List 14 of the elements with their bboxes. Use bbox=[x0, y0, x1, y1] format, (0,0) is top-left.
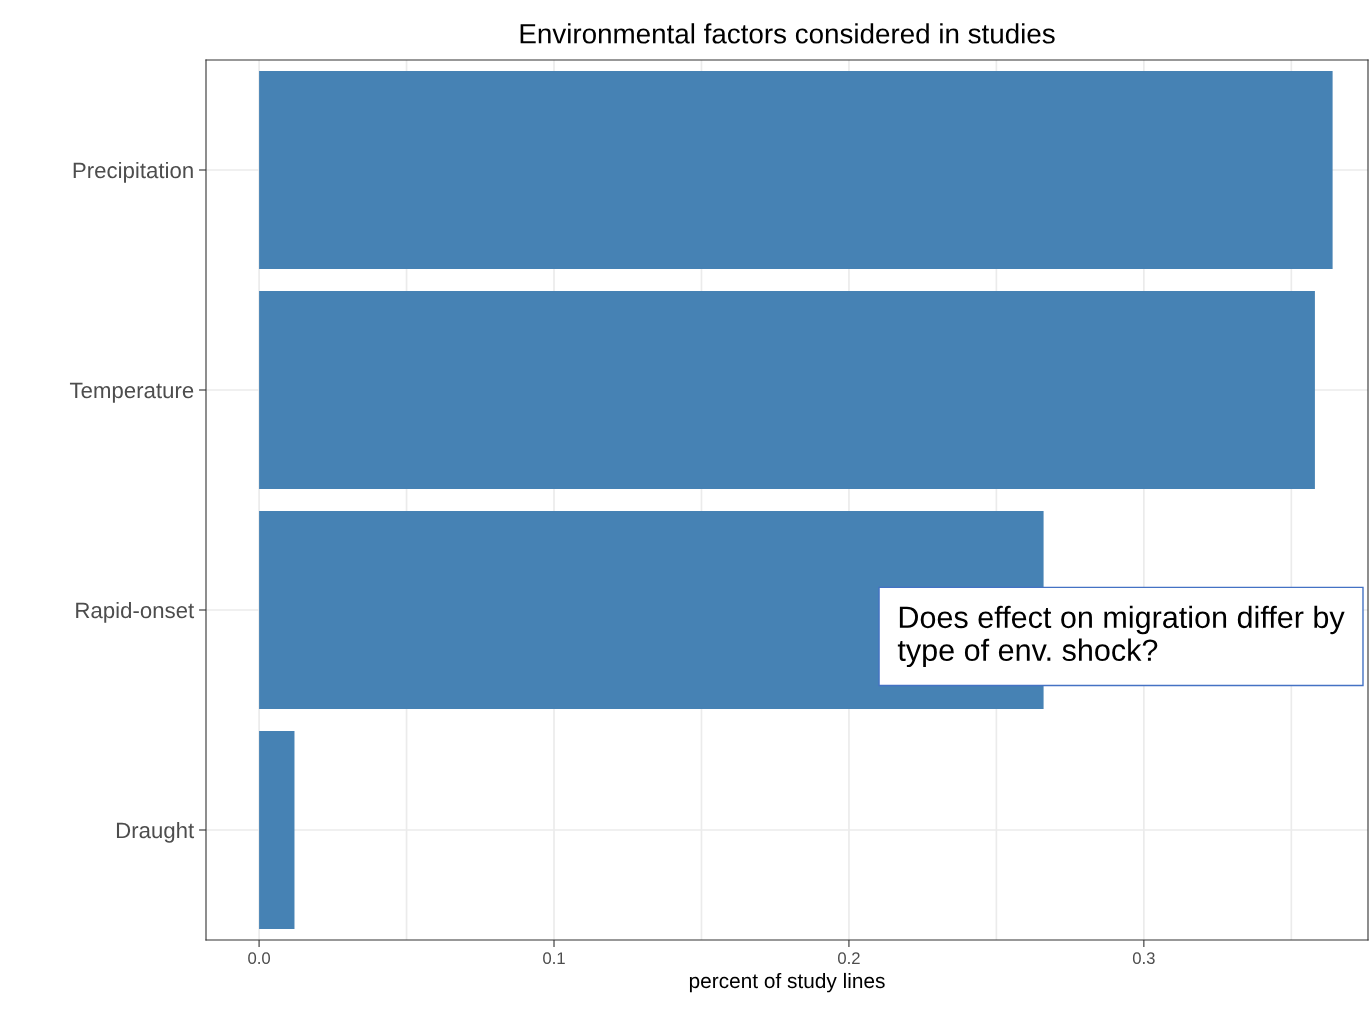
bar bbox=[259, 71, 1333, 269]
y-tick-label: Temperature bbox=[69, 382, 194, 403]
y-tick-label: Rapid-onset bbox=[76, 601, 195, 623]
x-tick-label: 0.1 bbox=[543, 952, 565, 965]
x-axis-title: percent of study lines bbox=[689, 972, 885, 993]
bar bbox=[259, 291, 1315, 489]
bar bbox=[259, 731, 295, 929]
chart-title: Environmental factors considered in studies bbox=[520, 23, 1055, 44]
x-tick-label: 0.3 bbox=[1132, 952, 1155, 965]
x-tick-label: 0.2 bbox=[838, 952, 860, 965]
annotation: Does effect on migration differ by type of env. shock? bbox=[897, 605, 1345, 668]
x-tick-label: 0.0 bbox=[248, 952, 271, 965]
y-tick-label: Draught bbox=[116, 821, 195, 843]
y-tick-label: Precipitation bbox=[73, 161, 193, 183]
